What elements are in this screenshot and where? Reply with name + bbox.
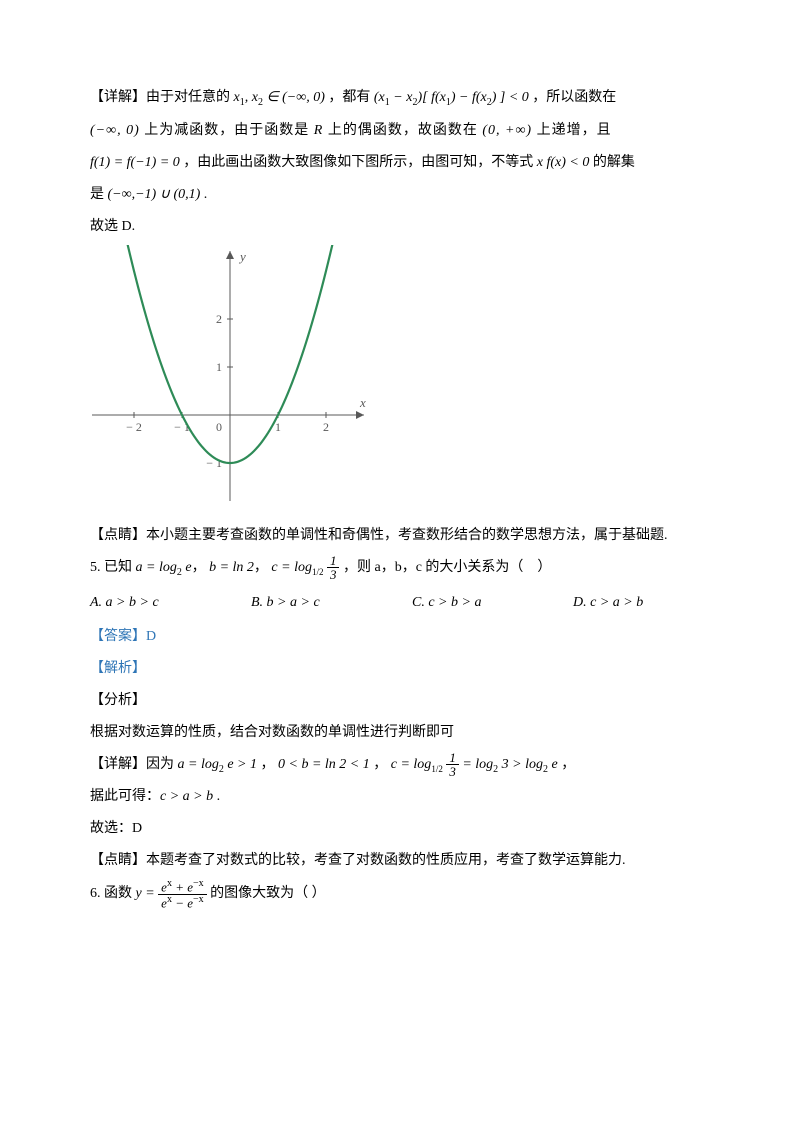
text: 是	[90, 187, 104, 202]
text: ，都有	[328, 90, 370, 105]
math-a-gt1: a = log2 e > 1	[178, 757, 258, 772]
svg-text:2: 2	[216, 312, 222, 326]
detail-line-4: 是 (−∞,−1) ∪ (0,1) .	[90, 181, 704, 209]
d5-tail: ，	[561, 757, 575, 772]
q5-opt-c: C. c > b > a	[412, 589, 543, 617]
text: ，所以函数在	[532, 90, 616, 105]
math-c: c = log1/2 13	[271, 560, 339, 575]
detail-line-1: 【详解】由于对任意的 x1, x2 ∈ (−∞, 0) ，都有 (x1 − x2…	[90, 84, 704, 113]
math-cab: c > a > b	[160, 789, 213, 804]
svg-text:2: 2	[323, 420, 329, 434]
math-y-frac: y = ex + e−xex − e−x	[136, 886, 207, 901]
q6-line: 6. 函数 y = ex + e−xex − e−x 的图像大致为（ ）	[90, 879, 704, 909]
q6-lead: 6. 函数	[90, 886, 136, 901]
math-interval-neg: (−∞, 0)	[90, 123, 140, 138]
text: 上递增，且	[537, 123, 612, 138]
fenxi-label: 【分析】	[90, 687, 704, 715]
d5-lead: 【详解】因为	[90, 757, 174, 772]
text: 上为减函数，由于函数是	[144, 123, 314, 138]
math-solution-set: (−∞,−1) ∪ (0,1)	[108, 187, 201, 202]
detail-line-2: (−∞, 0) 上为减函数，由于函数是 R 上的偶函数，故函数在 (0, +∞)…	[90, 117, 704, 145]
q5-opt-a: A. a > b > c	[90, 589, 221, 617]
svg-text:x: x	[359, 395, 366, 410]
math-b: b = ln 2	[209, 560, 254, 575]
dianjing-5: 【点睛】本题考查了对数式的比较，考查了对数函数的性质应用，考查了数学运算能力.	[90, 847, 704, 875]
q5-options: A. a > b > c B. b > a > c C. c > b > a D…	[90, 589, 704, 617]
d5-mid2: ，	[373, 757, 387, 772]
text: .	[204, 187, 208, 202]
svg-text:1: 1	[275, 420, 281, 434]
q6-tail: 的图像大致为（ ）	[210, 886, 326, 901]
dianjing-4: 【点睛】本小题主要考查函数的单调性和奇偶性，考查数形结合的数学思想方法，属于基础…	[90, 522, 704, 550]
math-xfx: x f(x) < 0	[537, 155, 590, 170]
math-a: a = log2 e	[136, 560, 192, 575]
text: ，由此画出函数大致图像如下图所示，由图可知，不等式	[183, 155, 537, 170]
graph-svg: − 2− 112− 1120xy	[90, 245, 370, 505]
math-x1x2-domain: x1, x2 ∈ (−∞, 0)	[234, 90, 325, 105]
text: 据此可得：	[90, 789, 160, 804]
answer-5: 【答案】D	[90, 623, 704, 651]
fenxi-5: 根据对数运算的性质，结合对数函数的单调性进行判断即可	[90, 719, 704, 747]
text: 上的偶函数，故函数在	[328, 123, 478, 138]
math-interval-pos: (0, +∞)	[482, 123, 532, 138]
text: 的解集	[593, 155, 635, 170]
R: R	[314, 123, 324, 138]
svg-text:0: 0	[216, 420, 222, 434]
parabola-graph: − 2− 112− 1120xy	[90, 245, 704, 516]
q5-mid: ，则 a，b，c 的大小关系为（ ）	[343, 560, 551, 575]
math-b-range: 0 < b = ln 2 < 1	[278, 757, 370, 772]
detail-5: 【详解】因为 a = log2 e > 1 ， 0 < b = ln 2 < 1…	[90, 751, 704, 780]
math-diff-ineq: (x1 − x2)[ f(x1) − f(x2) ] < 0	[374, 90, 529, 105]
page: 【详解】由于对任意的 x1, x2 ∈ (−∞, 0) ，都有 (x1 − x2…	[0, 0, 794, 1123]
q5-opt-d: D. c > a > b	[573, 589, 704, 617]
math-c-chain: c = log1/2 13 = log2 3 > log2 e	[391, 757, 558, 772]
svg-text:1: 1	[216, 360, 222, 374]
conclude-5: 据此可得：c > a > b .	[90, 783, 704, 811]
text: 【详解】由于对任意的	[90, 90, 234, 105]
q5-opt-b: B. b > a > c	[251, 589, 382, 617]
q5-line: 5. 已知 a = log2 e， b = ln 2， c = log1/2 1…	[90, 554, 704, 583]
q5-lead: 5. 已知	[90, 560, 132, 575]
svg-text:− 2: − 2	[126, 420, 142, 434]
d5-mid1: ，	[261, 757, 275, 772]
svg-text:y: y	[238, 249, 246, 264]
choice-d-line: 故选 D.	[90, 213, 704, 241]
choose-5: 故选：D	[90, 815, 704, 843]
jiexi-label: 【解析】	[90, 655, 704, 683]
detail-line-3: f(1) = f(−1) = 0 ，由此画出函数大致图像如下图所示，由图可知，不…	[90, 149, 704, 177]
math-f1eq: f(1) = f(−1) = 0	[90, 155, 180, 170]
